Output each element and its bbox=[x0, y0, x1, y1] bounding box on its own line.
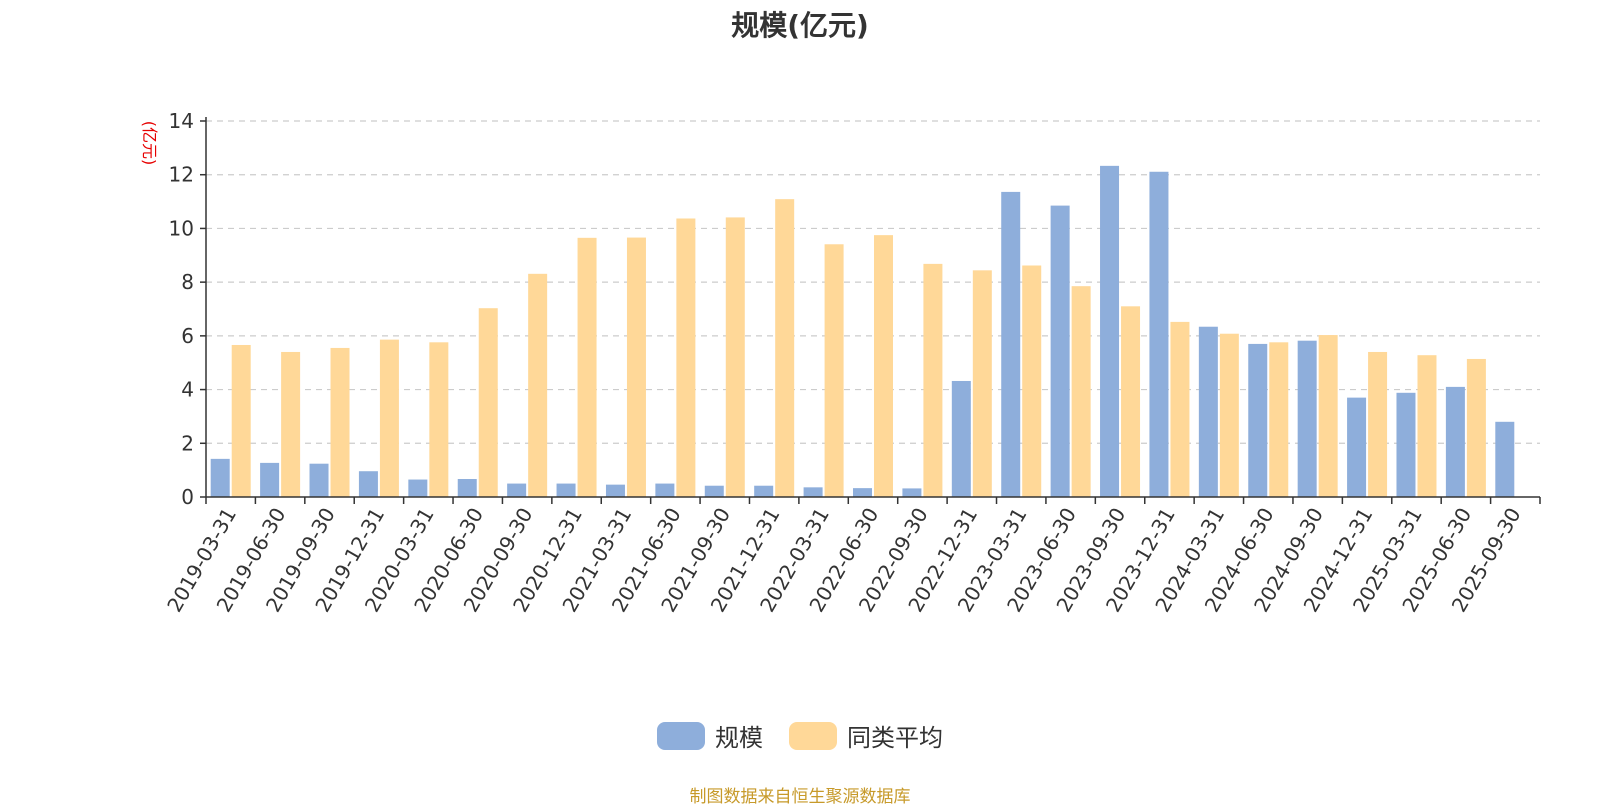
bar-peer-average[interactable] bbox=[379, 339, 399, 497]
legend-swatch-peer-average bbox=[789, 721, 837, 750]
y-tick-label: 8 bbox=[181, 270, 194, 294]
bar-peer-average[interactable] bbox=[1170, 321, 1190, 497]
y-tick-label: 14 bbox=[169, 109, 194, 133]
bar-scale[interactable] bbox=[260, 462, 280, 497]
bar-scale[interactable] bbox=[309, 463, 329, 497]
bar-scale[interactable] bbox=[1248, 343, 1268, 497]
bar-peer-average[interactable] bbox=[676, 218, 696, 497]
y-tick-label: 10 bbox=[169, 216, 194, 240]
bar-scale[interactable] bbox=[457, 479, 477, 497]
bar-scale[interactable] bbox=[1347, 397, 1367, 497]
bar-peer-average[interactable] bbox=[1417, 355, 1437, 497]
axes bbox=[200, 117, 1541, 504]
bar-scale[interactable] bbox=[210, 458, 230, 497]
bar-scale[interactable] bbox=[605, 484, 625, 497]
bar-peer-average[interactable] bbox=[775, 199, 795, 497]
chart-title: 规模(亿元) bbox=[731, 9, 869, 42]
bar-peer-average[interactable] bbox=[478, 308, 498, 497]
legend-label-scale: 规模 bbox=[715, 724, 763, 752]
x-tick-labels: 2019-03-312019-06-302019-09-302019-12-31… bbox=[162, 504, 1525, 617]
bar-peer-average[interactable] bbox=[725, 217, 745, 497]
bar-peer-average[interactable] bbox=[874, 235, 893, 497]
bar-peer-average[interactable] bbox=[1318, 335, 1338, 497]
bar-scale[interactable] bbox=[358, 471, 378, 497]
bar-peer-average[interactable] bbox=[1121, 306, 1141, 497]
bar-peer-average[interactable] bbox=[281, 351, 301, 497]
bar-peer-average[interactable] bbox=[330, 347, 350, 497]
legend: 规模 同类平均 bbox=[0, 718, 1600, 753]
legend-swatch-scale bbox=[657, 721, 705, 750]
y-tick-label: 12 bbox=[169, 163, 194, 187]
bar-peer-average[interactable] bbox=[1466, 358, 1486, 497]
bar-peer-average[interactable] bbox=[528, 273, 548, 497]
bar-scale[interactable] bbox=[1297, 340, 1317, 497]
bar-scale[interactable] bbox=[902, 488, 922, 497]
bar-peer-average[interactable] bbox=[1368, 351, 1388, 497]
bar-scale[interactable] bbox=[951, 380, 971, 497]
grid-lines bbox=[206, 120, 1540, 444]
bar-peer-average[interactable] bbox=[923, 263, 943, 497]
y-tick-labels: 0 2 4 6 8 10 12 14 bbox=[169, 109, 194, 509]
y-tick-label: 6 bbox=[181, 324, 194, 348]
bar-scale[interactable] bbox=[1001, 191, 1021, 497]
legend-item-scale[interactable]: 规模 bbox=[657, 718, 763, 753]
bar-scale[interactable] bbox=[556, 483, 576, 497]
legend-item-peer-average[interactable]: 同类平均 bbox=[789, 718, 943, 753]
bar-peer-average[interactable] bbox=[429, 342, 449, 497]
legend-label-peer-average: 同类平均 bbox=[847, 724, 943, 752]
bars bbox=[210, 165, 1515, 498]
bar-scale[interactable] bbox=[1396, 392, 1416, 497]
bar-scale[interactable] bbox=[1495, 421, 1515, 497]
y-axis-label: (亿元) bbox=[140, 121, 159, 166]
y-tick-label: 2 bbox=[181, 431, 194, 455]
bar-scale[interactable] bbox=[1100, 165, 1120, 497]
bar-peer-average[interactable] bbox=[626, 237, 646, 497]
bar-peer-average[interactable] bbox=[577, 237, 597, 498]
bar-peer-average[interactable] bbox=[231, 344, 251, 497]
bar-scale[interactable] bbox=[507, 483, 527, 497]
bar-scale[interactable] bbox=[1149, 171, 1169, 497]
bar-scale[interactable] bbox=[704, 485, 724, 497]
bar-peer-average[interactable] bbox=[1022, 265, 1042, 497]
y-tick-label: 4 bbox=[181, 378, 194, 402]
bar-peer-average[interactable] bbox=[1269, 342, 1289, 497]
bar-peer-average[interactable] bbox=[824, 244, 844, 497]
bar-scale[interactable] bbox=[408, 479, 428, 497]
bar-peer-average[interactable] bbox=[1219, 333, 1239, 497]
bar-scale[interactable] bbox=[803, 487, 823, 497]
y-tick-label: 0 bbox=[181, 485, 194, 509]
bar-scale[interactable] bbox=[754, 485, 774, 497]
bar-scale[interactable] bbox=[1050, 205, 1070, 497]
bar-scale[interactable] bbox=[853, 488, 872, 497]
bar-peer-average[interactable] bbox=[972, 270, 992, 497]
bar-scale[interactable] bbox=[1445, 386, 1465, 497]
bar-scale[interactable] bbox=[1198, 326, 1218, 497]
bar-scale[interactable] bbox=[655, 483, 675, 497]
source-note: 制图数据来自恒生聚源数据库 bbox=[689, 787, 911, 807]
bar-peer-average[interactable] bbox=[1071, 286, 1091, 497]
